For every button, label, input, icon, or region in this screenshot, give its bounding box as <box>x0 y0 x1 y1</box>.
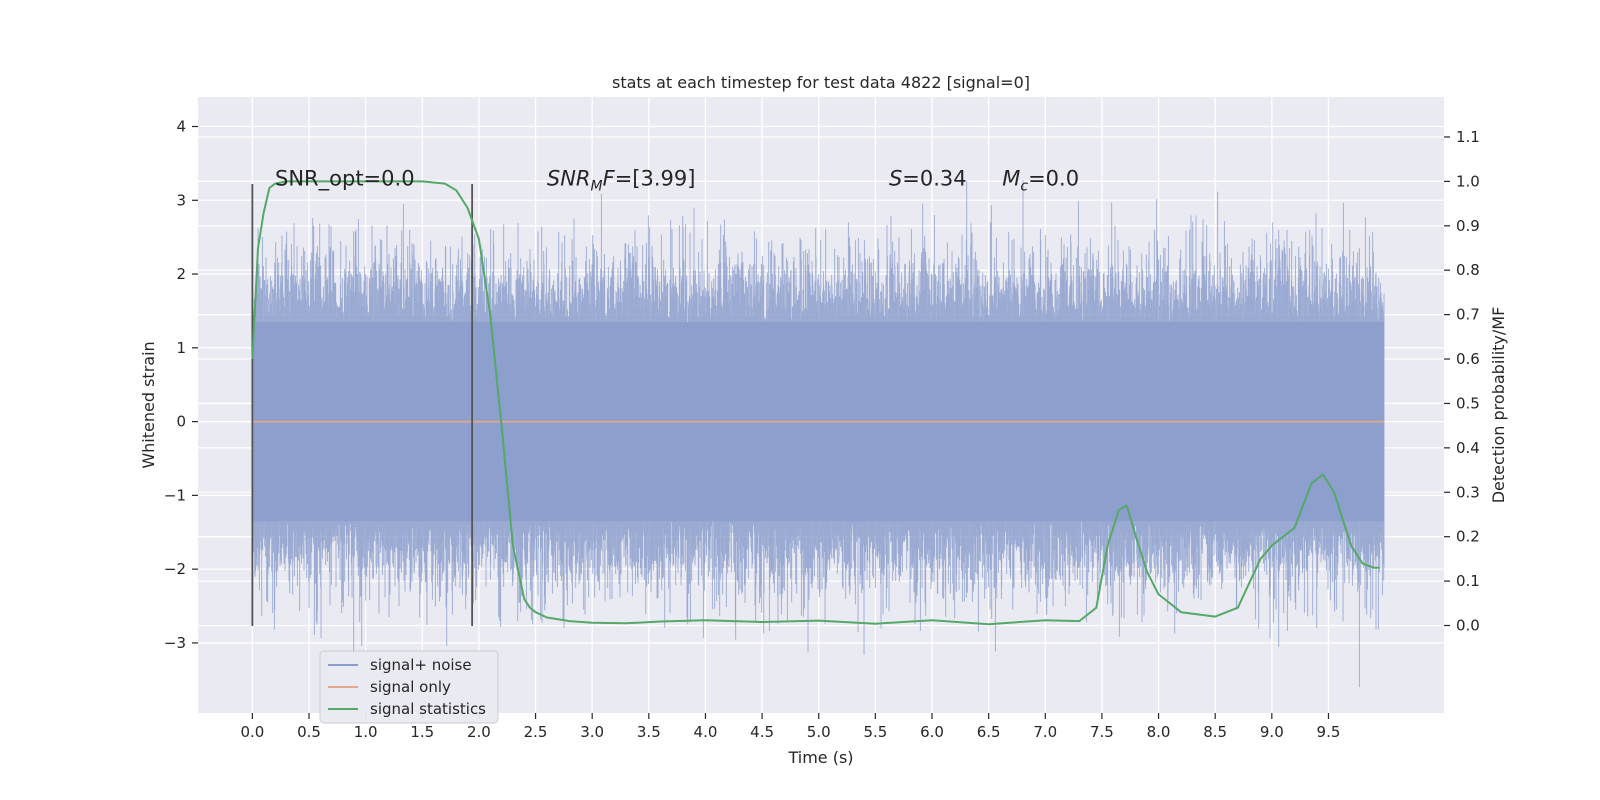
y-axis-left-label: Whitened strain <box>139 341 158 468</box>
x-tick-label: 4.5 <box>750 723 774 741</box>
x-tick-label: 5.5 <box>863 723 887 741</box>
y-right-tick-label: 1.0 <box>1456 172 1480 190</box>
y-right-tick-label: 0.7 <box>1456 306 1480 324</box>
x-tick-label: 9.5 <box>1317 723 1341 741</box>
y-axis-right-label: Detection probability/MF <box>1489 307 1508 504</box>
chart-title: stats at each timestep for test data 482… <box>612 73 1030 92</box>
y-left-tick-label: −1 <box>164 486 186 504</box>
y-left-tick-label: 2 <box>176 265 186 283</box>
y-axis-right-ticks: 0.0 0.1 0.2 0.3 0.4 0.5 0.6 0.7 0.8 0.9 1.0 1.1 <box>1444 128 1480 635</box>
y-axis-left-ticks: −3 −2 −1 0 1 2 3 4 <box>164 118 198 652</box>
y-left-tick-label: 3 <box>176 191 186 209</box>
legend-label-1: signal only <box>370 678 451 696</box>
annotation-2: S=0.34 <box>889 167 967 191</box>
x-axis-ticks: 0.0 0.5 1.0 1.5 2.0 2.5 3.0 3.5 4.0 4.5 5.0 5.5 6.0 6… <box>240 713 1340 741</box>
x-axis-label: Time (s) <box>787 748 853 767</box>
y-right-tick-label: 0.9 <box>1456 217 1480 235</box>
x-tick-label: 2.5 <box>524 723 548 741</box>
annotation-1: SNRMF=[3.99] <box>547 167 696 195</box>
y-right-tick-label: 0.2 <box>1456 528 1480 546</box>
x-tick-label: 8.5 <box>1203 723 1227 741</box>
x-tick-label: 9.0 <box>1260 723 1284 741</box>
y-left-tick-label: −2 <box>164 560 186 578</box>
y-right-tick-label: 0.4 <box>1456 439 1480 457</box>
x-tick-label: 6.0 <box>920 723 944 741</box>
y-right-tick-label: 0.5 <box>1456 394 1480 412</box>
legend-label-2: signal statistics <box>370 700 486 718</box>
x-tick-label: 4.0 <box>694 723 718 741</box>
x-tick-label: 5.0 <box>807 723 831 741</box>
y-left-tick-label: 1 <box>176 339 186 357</box>
x-tick-label: 2.0 <box>467 723 491 741</box>
signal-statistics-line <box>251 180 1380 626</box>
y-left-tick-label: 4 <box>176 118 186 136</box>
x-tick-label: 0.0 <box>240 723 264 741</box>
x-tick-label: 3.5 <box>637 723 661 741</box>
y-right-tick-label: 1.1 <box>1456 128 1480 146</box>
y-left-tick-label: −3 <box>164 634 186 652</box>
annotation-0: SNR_opt=0.0 <box>275 167 415 192</box>
y-right-tick-label: 0.0 <box>1456 617 1480 635</box>
annotations: SNR_opt=0.0 SNRMF=[3.99] S=0.34 Mc=0.0 <box>275 167 1079 195</box>
x-tick-label: 8.0 <box>1147 723 1171 741</box>
annotation-3: Mc=0.0 <box>1002 167 1079 195</box>
x-tick-label: 6.5 <box>977 723 1001 741</box>
x-tick-label: 3.0 <box>580 723 604 741</box>
legend: signal+ noise signal only signal statistic… <box>319 650 499 724</box>
y-right-tick-label: 0.1 <box>1456 572 1480 590</box>
legend-box <box>319 650 499 724</box>
series-lines <box>251 180 1384 626</box>
y-left-tick-label: 0 <box>176 413 186 431</box>
y-right-tick-label: 0.3 <box>1456 483 1480 501</box>
y-right-tick-label: 0.6 <box>1456 350 1480 368</box>
x-tick-label: 7.5 <box>1090 723 1114 741</box>
x-tick-label: 0.5 <box>297 723 321 741</box>
y-right-tick-label: 0.8 <box>1456 261 1480 279</box>
legend-label-0: signal+ noise <box>370 656 472 674</box>
x-tick-label: 1.5 <box>410 723 434 741</box>
x-tick-label: 1.0 <box>354 723 378 741</box>
x-tick-label: 7.0 <box>1033 723 1057 741</box>
